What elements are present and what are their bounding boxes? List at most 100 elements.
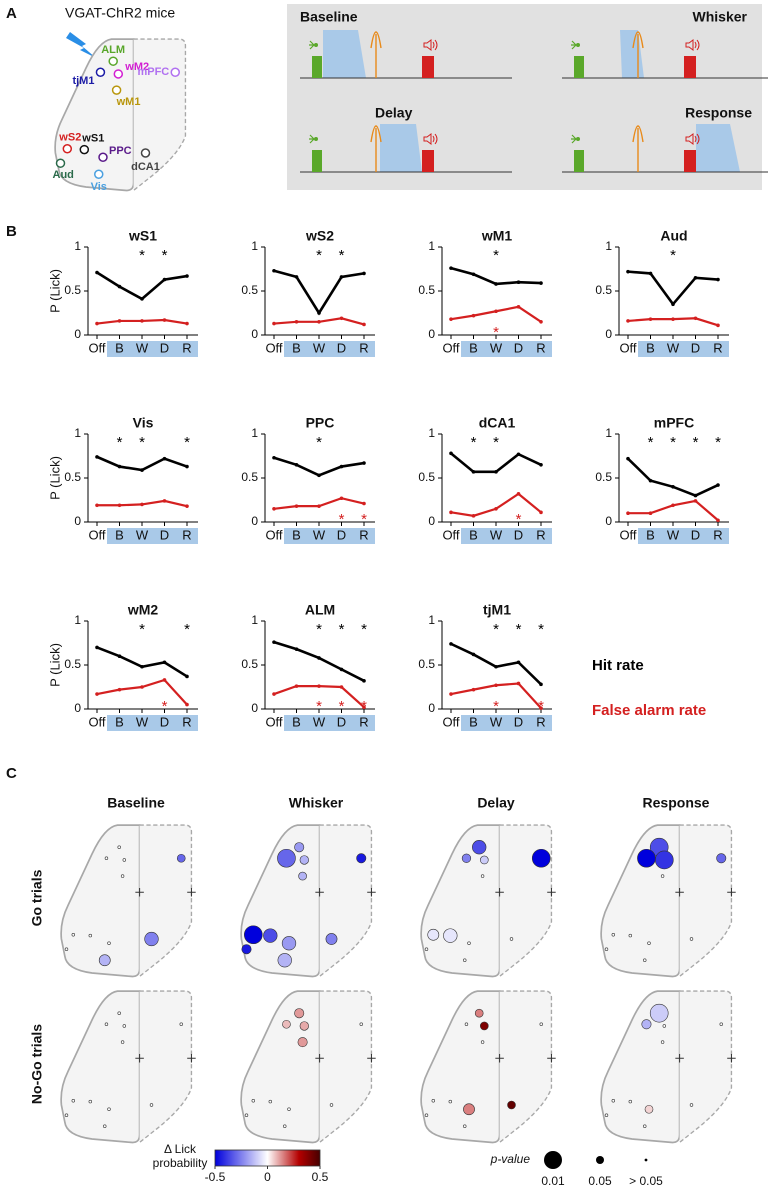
site-marker — [55, 158, 66, 168]
silencing-window — [323, 30, 366, 78]
bregma-cross — [727, 888, 736, 897]
x-tick-label: Off — [265, 527, 282, 542]
site-effect — [268, 1099, 272, 1104]
data-point — [671, 317, 675, 321]
data-point — [471, 514, 476, 518]
site-label: wS2 — [58, 132, 81, 144]
data-point — [140, 685, 144, 689]
site-effect — [431, 1099, 435, 1103]
site-effect — [244, 925, 263, 945]
data-point — [162, 660, 167, 665]
series-line — [450, 492, 542, 517]
x-tick-label: D — [160, 340, 169, 355]
data-point — [716, 323, 720, 328]
data-point — [162, 678, 167, 682]
site-effect — [71, 933, 76, 937]
y-tick-label: 0.5 — [64, 657, 81, 671]
data-point — [539, 463, 543, 467]
x-tick-label: Off — [619, 340, 636, 355]
y-tick-label: 1 — [74, 426, 81, 440]
significance-star: * — [516, 621, 522, 638]
data-point — [95, 270, 99, 275]
data-point — [162, 318, 167, 322]
cue-icon-dot — [576, 137, 580, 141]
chart-title: Vis — [133, 415, 154, 431]
cue-icon — [309, 40, 315, 50]
y-tick-label: 0.5 — [64, 470, 81, 484]
data-point — [317, 320, 321, 324]
site-effect — [472, 840, 487, 855]
significance-star: * — [361, 621, 367, 638]
site-marker — [113, 69, 124, 79]
data-point — [272, 692, 276, 696]
x-tick-label: D — [514, 527, 523, 542]
y-tick-label: 0 — [251, 514, 258, 528]
site-effect — [480, 874, 485, 878]
colorbar-label: probability — [153, 1156, 208, 1170]
x-tick-label: D — [514, 714, 523, 729]
legend-entry: Hit rate — [592, 657, 644, 674]
chart-title: mPFC — [654, 415, 694, 431]
data-point — [516, 452, 521, 457]
y-tick-label: 1 — [428, 613, 435, 627]
y-tick-label: 0.5 — [418, 470, 435, 484]
whisker-stim — [632, 125, 644, 172]
site-effect — [509, 937, 514, 941]
x-tick-label: Off — [265, 714, 282, 729]
data-point — [185, 504, 189, 508]
site-effect — [294, 1008, 305, 1019]
y-tick-label: 1 — [428, 426, 435, 440]
silencing-band — [284, 341, 375, 357]
y-tick-label: 0 — [605, 327, 612, 341]
significance-star: * — [117, 434, 123, 451]
whisker-stim — [370, 31, 382, 78]
site-label: dCA1 — [131, 161, 160, 173]
site-marker — [94, 169, 104, 179]
site-effect — [120, 1040, 125, 1044]
bregma-cross — [367, 1054, 376, 1063]
x-tick-label: B — [646, 527, 655, 542]
data-point — [317, 656, 321, 660]
site-effect — [122, 1024, 127, 1028]
data-point — [95, 645, 99, 650]
site-label: Aud — [53, 169, 74, 181]
cue-bar — [574, 56, 584, 78]
site-effect — [604, 947, 609, 951]
brain-map — [60, 990, 196, 1144]
site-effect — [297, 1037, 308, 1048]
cue-bar — [574, 150, 584, 172]
chart-title: Aud — [660, 228, 687, 244]
bregma-cross — [675, 1054, 684, 1063]
site-effect — [356, 853, 367, 864]
site-effect — [107, 941, 111, 945]
x-tick-label: W — [667, 340, 680, 355]
significance-star: * — [139, 434, 145, 451]
site-effect — [427, 928, 440, 941]
site-effect — [474, 1008, 484, 1018]
data-point — [516, 492, 521, 496]
data-point — [339, 275, 344, 279]
data-point — [95, 503, 99, 508]
contralateral-outline — [139, 990, 193, 1143]
significance-star: * — [139, 247, 145, 264]
data-point — [471, 687, 476, 692]
data-point — [339, 685, 344, 689]
silencing-band — [284, 528, 375, 544]
x-tick-label: Off — [88, 527, 105, 542]
panel-label: A — [6, 5, 17, 22]
cue-icon-dot — [576, 43, 580, 47]
p-legend-dot — [644, 1158, 648, 1162]
brain-map — [60, 824, 196, 978]
site-effect — [149, 1103, 154, 1107]
x-tick-label: Off — [88, 714, 105, 729]
p-legend-dot — [596, 1156, 604, 1164]
data-point — [294, 684, 299, 688]
data-point — [693, 316, 698, 321]
x-tick-label: W — [136, 527, 149, 542]
data-point — [716, 277, 720, 282]
site-effect — [64, 947, 69, 951]
data-point — [95, 321, 99, 326]
site-effect — [463, 1103, 475, 1116]
site-effect — [263, 928, 278, 943]
